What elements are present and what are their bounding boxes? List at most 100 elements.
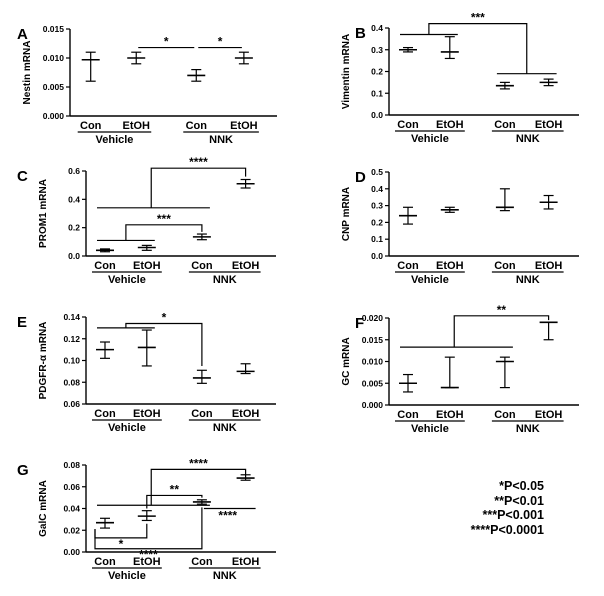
significance-label: ** xyxy=(170,482,180,496)
data-point xyxy=(495,188,514,212)
y-tick-label: 0.005 xyxy=(43,82,65,92)
significance-bracket: **** xyxy=(97,155,247,209)
y-tick-label: 0.015 xyxy=(362,335,384,345)
group-label: NNK xyxy=(209,134,233,146)
group-label: Vehicle xyxy=(108,274,146,286)
y-axis-label: PROM1 mRNA xyxy=(38,179,49,248)
group-label: Vehicle xyxy=(411,423,449,435)
group-label: NNK xyxy=(213,422,237,434)
x-tick-label: Con xyxy=(494,260,516,272)
group-label: NNK xyxy=(516,423,540,435)
x-tick-label: Con xyxy=(186,120,208,132)
y-tick-label: 0.4 xyxy=(68,194,80,204)
data-point xyxy=(234,51,253,65)
x-tick-label: EtOH xyxy=(436,260,464,272)
y-axis-label: CNP mRNA xyxy=(341,187,352,241)
y-tick-label: 0.6 xyxy=(68,166,80,176)
x-tick-label: Con xyxy=(191,408,213,420)
x-tick-label: EtOH xyxy=(436,119,464,131)
significance-bracket: **** xyxy=(203,507,256,523)
significance-bracket: ** xyxy=(400,303,550,348)
y-tick-label: 0.020 xyxy=(362,313,384,323)
legend-entry-p001: **P<0.01 xyxy=(494,493,544,508)
data-point xyxy=(187,68,206,82)
x-tick-label: Con xyxy=(94,260,116,272)
y-tick-label: 0.4 xyxy=(371,184,383,194)
significance-label: **** xyxy=(189,155,208,169)
y-tick-label: 0.14 xyxy=(63,312,80,322)
data-point xyxy=(127,51,146,65)
y-tick-label: 0.10 xyxy=(63,356,80,366)
group-label: Vehicle xyxy=(108,570,146,582)
data-point xyxy=(137,244,156,251)
significance-bracket: *** xyxy=(97,212,203,242)
data-point xyxy=(96,341,114,359)
panel-c: C PROM1 mRNA 0.0 0.2 0.4 0.6 Con EtOH Con EtOH Veh… xyxy=(17,155,276,286)
x-tick-label: EtOH xyxy=(133,408,161,420)
x-tick-label: Con xyxy=(191,260,213,272)
significance-legend: *P<0.05 **P<0.01 ***P<0.001 ****P<0.0001 xyxy=(471,479,544,537)
data-point xyxy=(236,178,255,189)
significance-bracket: * xyxy=(138,35,195,49)
data-point xyxy=(539,321,558,341)
y-tick-label: 0.08 xyxy=(63,460,80,470)
significance-bracket: **** xyxy=(94,507,203,562)
significance-bracket: *** xyxy=(400,11,557,75)
group-label: NNK xyxy=(213,274,237,286)
x-tick-label: EtOH xyxy=(436,409,464,421)
bracket-line xyxy=(94,523,148,539)
bracket-line xyxy=(453,315,550,348)
x-tick-label: EtOH xyxy=(122,120,150,132)
y-tick-label: 0.12 xyxy=(63,334,80,344)
data-point xyxy=(495,81,514,90)
group-label: NNK xyxy=(213,570,237,582)
x-tick-label: EtOH xyxy=(232,408,260,420)
y-tick-label: 0.0 xyxy=(68,251,80,261)
data-point xyxy=(96,248,114,253)
x-tick-label: EtOH xyxy=(230,120,258,132)
bracket-line xyxy=(146,494,203,509)
x-tick-label: EtOH xyxy=(535,119,563,131)
y-tick-label: 0.010 xyxy=(362,357,384,367)
data-point xyxy=(495,356,514,389)
y-tick-label: 0.0 xyxy=(371,110,383,120)
y-tick-label: 0.010 xyxy=(43,53,65,63)
data-point xyxy=(96,517,114,529)
x-tick-label: EtOH xyxy=(133,556,161,568)
y-axis-label: Vimentin mRNA xyxy=(341,34,352,109)
bracket-line xyxy=(428,23,528,74)
y-axis-label: Nestin mRNA xyxy=(22,41,33,105)
y-tick-label: 0.4 xyxy=(371,23,383,33)
data-point xyxy=(440,206,459,213)
panel-letter: F xyxy=(355,315,364,332)
panel-e: E PDGFR-α mRNA 0.06 0.08 0.10 0.12 0.14 Con EtOH… xyxy=(17,311,276,434)
panel-letter: E xyxy=(17,314,27,331)
y-axis-label: GalC mRNA xyxy=(38,480,49,537)
x-tick-label: Con xyxy=(397,119,419,131)
legend-entry-p00001: ****P<0.0001 xyxy=(470,522,544,537)
x-tick-label: Con xyxy=(191,556,213,568)
y-tick-label: 0.02 xyxy=(63,525,80,535)
panel-g: G GalC mRNA 0.00 0.02 0.04 0.06 0.08 Con EtOH Con… xyxy=(17,456,276,582)
y-axis-label: GC mRNA xyxy=(341,337,352,385)
data-point xyxy=(399,373,417,393)
y-tick-label: 0.06 xyxy=(63,399,80,409)
data-point xyxy=(236,363,255,375)
x-tick-label: Con xyxy=(94,556,116,568)
y-tick-label: 0.08 xyxy=(63,377,80,387)
x-tick-label: EtOH xyxy=(535,409,563,421)
data-point xyxy=(539,78,558,87)
data-point xyxy=(399,206,417,225)
group-label: Vehicle xyxy=(411,133,449,145)
panel-f: FGC mRNA 0.000 0.005 0.010 0.015 0.020 Con EtOH… xyxy=(341,303,579,435)
panel-letter: C xyxy=(17,168,28,185)
significance-label: * xyxy=(218,35,223,49)
group-label: Vehicle xyxy=(411,274,449,286)
significance-label: *** xyxy=(471,11,485,25)
legend-entry-p0001: ***P<0.001 xyxy=(482,508,544,522)
significance-label: **** xyxy=(189,456,208,470)
y-tick-label: 0.1 xyxy=(371,234,383,244)
y-axis-label: PDGFR-α mRNA xyxy=(38,322,49,400)
